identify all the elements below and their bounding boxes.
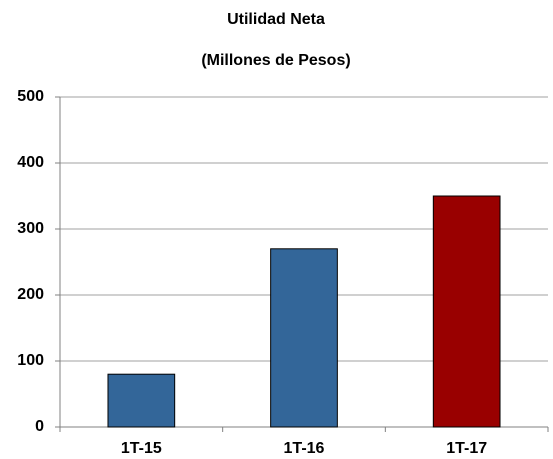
y-tick-label: 100 — [17, 352, 44, 369]
x-tick-label: 1T-17 — [446, 440, 487, 457]
y-tick-label: 300 — [17, 220, 44, 237]
y-tick-label: 400 — [17, 154, 44, 171]
chart-subtitle: (Millones de Pesos) — [201, 52, 350, 69]
y-tick-label: 500 — [17, 88, 44, 105]
bar — [432, 195, 501, 428]
y-tick-label: 0 — [35, 418, 44, 435]
bar — [107, 373, 176, 428]
chart-title: Utilidad Neta — [227, 11, 325, 28]
bar — [270, 248, 338, 428]
y-tick-label: 200 — [17, 286, 44, 303]
x-tick-label: 1T-16 — [284, 440, 325, 457]
x-tick-label: 1T-15 — [121, 440, 162, 457]
